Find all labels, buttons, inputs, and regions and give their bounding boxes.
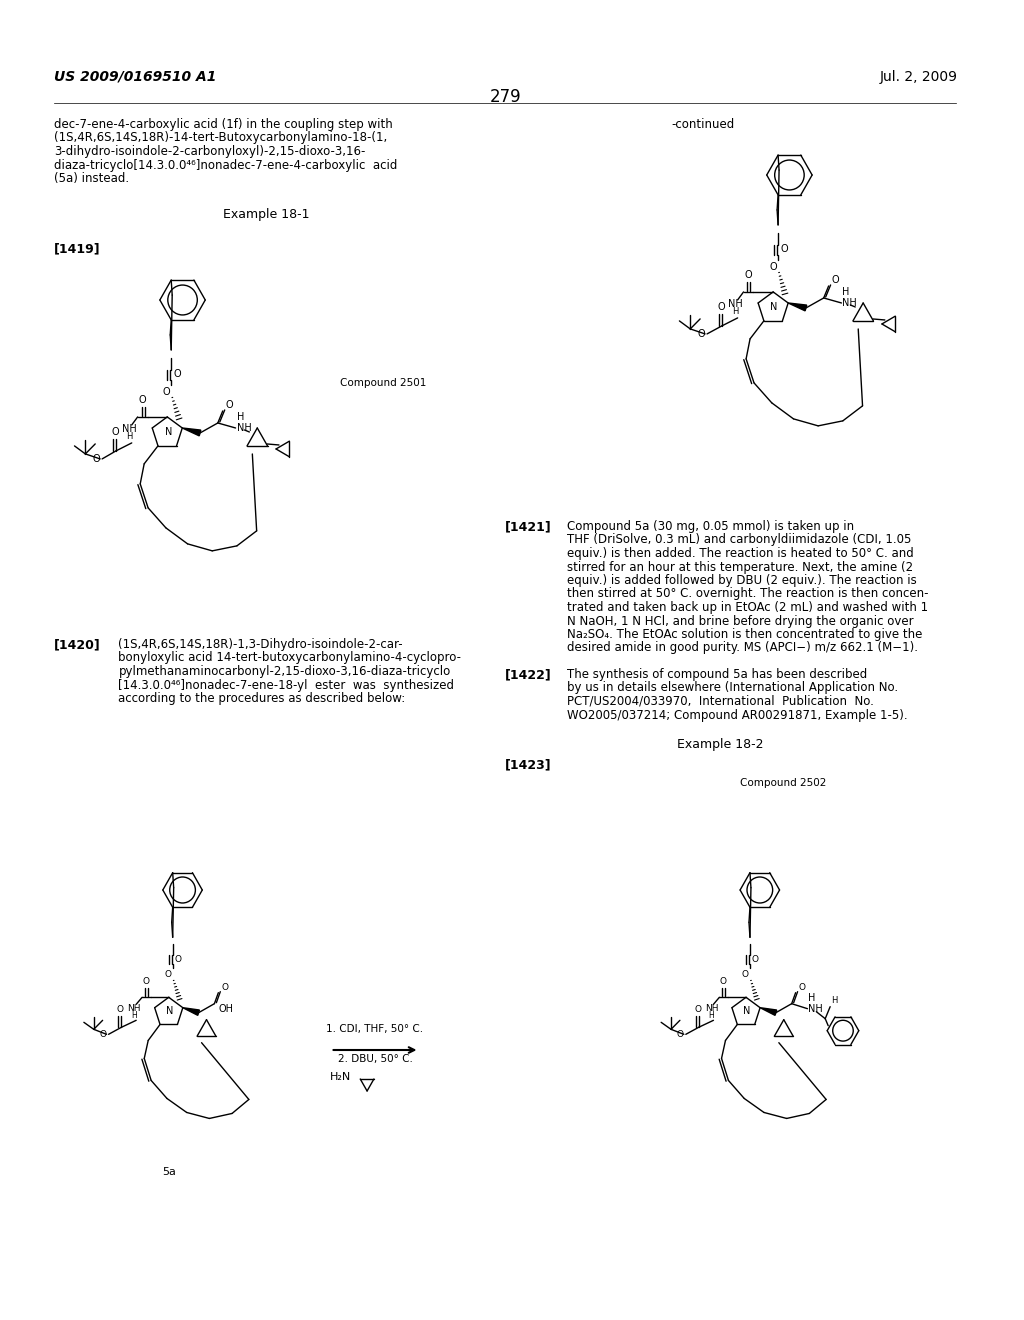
Text: bonyloxylic acid 14-tert-butoxycarbonylamino-4-cyclopro-: bonyloxylic acid 14-tert-butoxycarbonyla… bbox=[119, 652, 462, 664]
Text: O: O bbox=[142, 977, 150, 986]
Text: H: H bbox=[831, 995, 838, 1005]
Text: N: N bbox=[743, 1006, 751, 1016]
Text: N NaOH, 1 N HCl, and brine before drying the organic over: N NaOH, 1 N HCl, and brine before drying… bbox=[567, 615, 914, 627]
Text: H: H bbox=[131, 1011, 137, 1020]
Text: Na₂SO₄. The EtOAc solution is then concentrated to give the: Na₂SO₄. The EtOAc solution is then conce… bbox=[567, 628, 923, 642]
Text: (5a) instead.: (5a) instead. bbox=[54, 172, 129, 185]
Text: H: H bbox=[237, 412, 244, 422]
Text: desired amide in good purity. MS (APCI−) m/z 662.1 (M−1).: desired amide in good purity. MS (APCI−)… bbox=[567, 642, 919, 655]
Text: WO2005/037214; Compound AR00291871, Example 1-5).: WO2005/037214; Compound AR00291871, Exam… bbox=[567, 709, 908, 722]
Text: H: H bbox=[127, 433, 133, 441]
Text: O: O bbox=[769, 261, 777, 272]
Text: O: O bbox=[92, 454, 100, 463]
Text: diaza-tricyclo[14.3.0.0⁴⁶]nonadec-7-ene-4-carboxylic  acid: diaza-tricyclo[14.3.0.0⁴⁶]nonadec-7-ene-… bbox=[54, 158, 397, 172]
Text: O: O bbox=[99, 1030, 106, 1039]
Polygon shape bbox=[760, 1007, 777, 1015]
Text: Example 18-1: Example 18-1 bbox=[223, 209, 309, 220]
Text: H: H bbox=[709, 1011, 715, 1020]
Text: Compound 2501: Compound 2501 bbox=[340, 378, 427, 388]
Text: OH: OH bbox=[218, 1003, 233, 1014]
Text: NH: NH bbox=[843, 298, 857, 308]
Text: THF (DriSolve, 0.3 mL) and carbonyldiimidazole (CDI, 1.05: THF (DriSolve, 0.3 mL) and carbonyldiimi… bbox=[567, 533, 911, 546]
Text: 279: 279 bbox=[489, 88, 521, 106]
Text: by us in details elsewhere (International Application No.: by us in details elsewhere (Internationa… bbox=[567, 681, 898, 694]
Text: pylmethanaminocarbonyl-2,15-dioxo-3,16-diaza-tricyclo: pylmethanaminocarbonyl-2,15-dioxo-3,16-d… bbox=[119, 665, 451, 678]
Text: H: H bbox=[843, 286, 850, 297]
Text: O: O bbox=[717, 302, 725, 312]
Text: [1421]: [1421] bbox=[505, 520, 552, 533]
Text: (1S,4R,6S,14S,18R)-1,3-Dihydro-isoindole-2-car-: (1S,4R,6S,14S,18R)-1,3-Dihydro-isoindole… bbox=[119, 638, 403, 651]
Text: O: O bbox=[799, 982, 806, 991]
Text: O: O bbox=[831, 275, 840, 285]
Text: dec-7-ene-4-carboxylic acid (1f) in the coupling step with: dec-7-ene-4-carboxylic acid (1f) in the … bbox=[54, 117, 393, 131]
Text: O: O bbox=[225, 400, 233, 411]
Text: Compound 5a (30 mg, 0.05 mmol) is taken up in: Compound 5a (30 mg, 0.05 mmol) is taken … bbox=[567, 520, 855, 533]
Text: [1420]: [1420] bbox=[54, 638, 101, 651]
Text: O: O bbox=[221, 982, 228, 991]
Text: US 2009/0169510 A1: US 2009/0169510 A1 bbox=[54, 70, 217, 84]
Text: H: H bbox=[732, 308, 739, 317]
Text: trated and taken back up in EtOAc (2 mL) and washed with 1: trated and taken back up in EtOAc (2 mL)… bbox=[567, 601, 929, 614]
Text: according to the procedures as described below:: according to the procedures as described… bbox=[119, 692, 406, 705]
Text: 3-dihydro-isoindole-2-carbonyloxyl)-2,15-dioxo-3,16-: 3-dihydro-isoindole-2-carbonyloxyl)-2,15… bbox=[54, 145, 366, 158]
Text: O: O bbox=[677, 1030, 684, 1039]
Text: NH: NH bbox=[705, 1003, 718, 1012]
Text: -continued: -continued bbox=[671, 117, 734, 131]
Text: equiv.) is then added. The reaction is heated to 50° C. and: equiv.) is then added. The reaction is h… bbox=[567, 546, 914, 560]
Text: O: O bbox=[720, 977, 727, 986]
Text: [14.3.0.0⁴⁶]nonadec-7-ene-18-yl  ester  was  synthesized: [14.3.0.0⁴⁶]nonadec-7-ene-18-yl ester wa… bbox=[119, 678, 455, 692]
Text: O: O bbox=[139, 395, 146, 405]
Text: O: O bbox=[741, 970, 749, 979]
Text: NH: NH bbox=[127, 1003, 141, 1012]
Text: [1419]: [1419] bbox=[54, 242, 101, 255]
Text: [1422]: [1422] bbox=[505, 668, 552, 681]
Text: The synthesis of compound 5a has been described: The synthesis of compound 5a has been de… bbox=[567, 668, 867, 681]
Text: O: O bbox=[163, 387, 170, 397]
Text: 1. CDI, THF, 50° C.: 1. CDI, THF, 50° C. bbox=[327, 1024, 424, 1034]
Text: N: N bbox=[165, 426, 172, 437]
Text: O: O bbox=[752, 954, 759, 964]
Text: N: N bbox=[770, 302, 778, 312]
Text: H₂N: H₂N bbox=[330, 1072, 351, 1082]
Text: [1423]: [1423] bbox=[505, 758, 552, 771]
Text: (1S,4R,6S,14S,18R)-14-tert-Butoxycarbonylamino-18-(1,: (1S,4R,6S,14S,18R)-14-tert-Butoxycarbony… bbox=[54, 132, 387, 144]
Text: O: O bbox=[780, 244, 787, 253]
Text: stirred for an hour at this temperature. Next, the amine (2: stirred for an hour at this temperature.… bbox=[567, 561, 913, 573]
Text: O: O bbox=[744, 269, 753, 280]
Polygon shape bbox=[788, 304, 807, 312]
Text: O: O bbox=[697, 329, 706, 339]
Text: O: O bbox=[175, 954, 181, 964]
Text: Example 18-2: Example 18-2 bbox=[677, 738, 764, 751]
Text: N: N bbox=[166, 1006, 173, 1016]
Text: H: H bbox=[808, 993, 816, 1003]
Polygon shape bbox=[182, 428, 201, 436]
Text: O: O bbox=[694, 1006, 701, 1014]
Text: O: O bbox=[173, 368, 181, 379]
Polygon shape bbox=[183, 1007, 200, 1015]
Text: NH: NH bbox=[237, 422, 251, 433]
Text: equiv.) is added followed by DBU (2 equiv.). The reaction is: equiv.) is added followed by DBU (2 equi… bbox=[567, 574, 918, 587]
Text: Compound 2502: Compound 2502 bbox=[740, 777, 826, 788]
Text: 5a: 5a bbox=[162, 1167, 176, 1177]
Text: 2. DBU, 50° C.: 2. DBU, 50° C. bbox=[338, 1053, 413, 1064]
Text: O: O bbox=[164, 970, 171, 979]
Text: NH: NH bbox=[123, 424, 137, 434]
Text: NH: NH bbox=[728, 298, 743, 309]
Text: O: O bbox=[112, 426, 119, 437]
Text: NH: NH bbox=[808, 1003, 823, 1014]
Text: then stirred at 50° C. overnight. The reaction is then concen-: then stirred at 50° C. overnight. The re… bbox=[567, 587, 929, 601]
Text: Jul. 2, 2009: Jul. 2, 2009 bbox=[880, 70, 957, 84]
Text: O: O bbox=[117, 1006, 124, 1014]
Text: PCT/US2004/033970,  International  Publication  No.: PCT/US2004/033970, International Publica… bbox=[567, 696, 874, 708]
